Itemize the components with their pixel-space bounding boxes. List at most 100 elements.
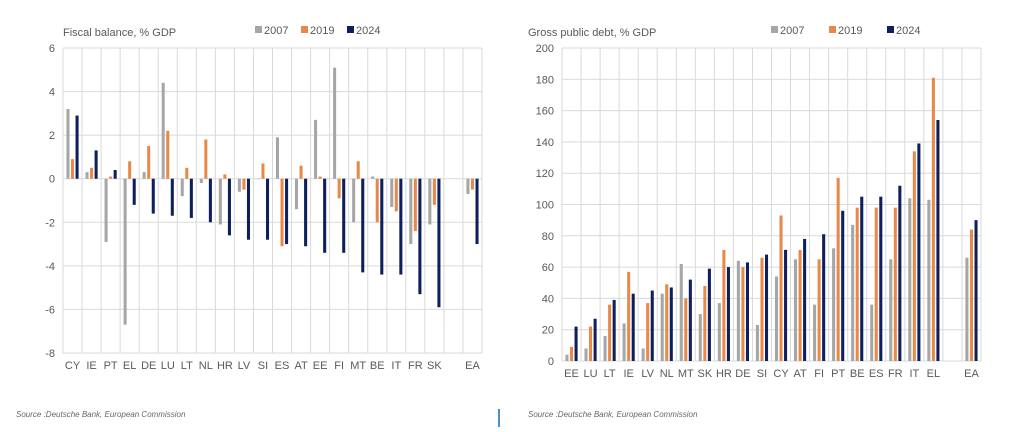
y-tick-label: 0 (49, 174, 55, 186)
bar-2007-CY (66, 109, 70, 179)
bar-2019-FR (413, 178, 417, 231)
bar-2019-NL (665, 284, 669, 361)
bar-2019-IE (627, 271, 631, 361)
x-tick-label: PT (104, 360, 118, 372)
bar-2007-IT (908, 198, 912, 361)
bar-2019-FR (893, 207, 897, 361)
bar-2007-EE (314, 119, 318, 179)
bar-2024-SI (266, 178, 270, 240)
bar-2019-MT (356, 161, 360, 179)
x-tick-label: SK (697, 368, 712, 380)
bar-2024-FR (418, 178, 422, 295)
x-tick-label: HR (217, 360, 233, 372)
legend-label-2019: 2019 (310, 25, 334, 37)
bar-2024-NL (669, 287, 673, 361)
chart-title: Fiscal balance, % GDP (63, 27, 176, 39)
bar-2007-BE (371, 176, 375, 179)
bar-2007-EA (466, 178, 470, 194)
bar-2007-BE (851, 224, 855, 361)
bar-2024-SK (707, 268, 711, 361)
legend-label-2007: 2007 (264, 25, 288, 37)
bar-2007-SI (755, 325, 759, 361)
x-tick-label: DE (735, 368, 750, 380)
bar-2024-EL (132, 178, 136, 205)
bar-2024-DE (151, 178, 155, 214)
bar-2007-AT (793, 259, 798, 361)
bar-2019-EL (128, 161, 132, 179)
bar-2024-AT (304, 178, 308, 247)
bar-2019-SI (760, 257, 764, 361)
bar-2007-IE (622, 323, 626, 361)
y-tick-label: 180 (536, 74, 554, 86)
bar-2019-HR (722, 249, 726, 361)
bar-2024-EA (475, 178, 479, 245)
x-tick-label: LT (181, 360, 193, 372)
y-tick-label: -2 (45, 217, 55, 229)
bar-2007-SK (428, 178, 432, 225)
x-tick-label: FR (888, 368, 903, 380)
x-tick-label: IT (391, 360, 401, 372)
bar-2019-EA (969, 229, 974, 361)
bar-2024-NL (208, 178, 212, 223)
bar-2024-SI (765, 254, 769, 361)
bar-2007-LU (161, 82, 165, 179)
y-tick-label: 80 (542, 231, 554, 243)
x-tick-label: FR (408, 360, 423, 372)
bar-2007-FI (813, 304, 817, 361)
bar-2007-EL (123, 178, 127, 325)
x-tick-label: MT (678, 368, 694, 380)
legend-swatch-2019 (829, 26, 836, 33)
bar-2024-LV (246, 178, 251, 240)
bar-2019-EE (569, 346, 574, 361)
bar-2007-FI (333, 67, 337, 179)
bar-2007-ES (870, 304, 874, 361)
left-source-note: Source :Deutsche Bank, European Commissi… (16, 410, 186, 419)
bar-2019-EL (931, 77, 935, 362)
bar-2024-FI (342, 178, 346, 253)
bar-2007-PT (104, 178, 108, 242)
y-tick-label: 100 (536, 200, 554, 212)
bar-2019-HR (223, 174, 227, 179)
bar-2024-ES (285, 178, 289, 245)
x-tick-label: CY (773, 368, 789, 380)
x-tick-label: MT (350, 360, 366, 372)
x-tick-label: IT (909, 368, 919, 380)
bar-2019-IE (90, 167, 94, 179)
bar-2019-DE (147, 146, 151, 179)
bar-2024-EE (574, 326, 578, 361)
x-tick-label: IE (623, 368, 633, 380)
bar-2019-IT (912, 151, 916, 361)
legend-swatch-2019 (301, 26, 308, 33)
bar-2019-EE (318, 176, 322, 179)
y-tick-label: 120 (536, 168, 554, 180)
bar-2019-LV (242, 178, 246, 190)
bar-2024-MT (361, 178, 365, 273)
x-tick-label: EL (927, 368, 940, 380)
y-tick-label: 20 (542, 325, 554, 337)
bar-2019-LU (589, 326, 593, 361)
bar-2024-PT (113, 170, 117, 179)
bar-2024-FR (898, 185, 902, 361)
bar-2019-LU (166, 130, 170, 179)
bar-2024-EA (974, 220, 978, 361)
legend-label-2007: 2007 (780, 25, 804, 37)
y-tick-label: -8 (45, 348, 55, 360)
bar-2024-IE (94, 150, 98, 179)
y-tick-label: 40 (542, 293, 554, 305)
public-debt-panel: 200 180 160 140 120 100 80 60 40 20 0 EE LU LT IE LV NL M… (512, 0, 1024, 432)
bar-2024-CY (75, 115, 79, 179)
x-tick-label: FI (334, 360, 344, 372)
legend-swatch-2024 (347, 26, 354, 33)
bar-2007-FR (889, 259, 893, 361)
x-tick-label: EA (964, 368, 979, 380)
bar-2024-PT (841, 210, 845, 361)
x-tick-label: HR (716, 368, 732, 380)
y-tick-label: -6 (45, 304, 55, 316)
y-tick-label: 0 (548, 356, 554, 368)
y-tick-label: 140 (536, 137, 554, 149)
x-tick-label: PT (831, 368, 845, 380)
bar-2024-AT (803, 238, 807, 361)
bar-2019-AT (798, 249, 802, 361)
bar-2007-MT (352, 178, 356, 223)
bar-2007-NL (199, 178, 203, 184)
